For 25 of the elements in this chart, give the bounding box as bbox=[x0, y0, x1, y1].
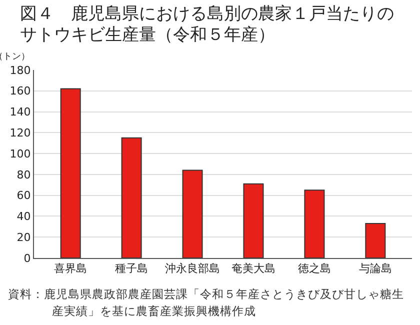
y-tick-label: 80 bbox=[16, 168, 31, 182]
y-tick-label: 120 bbox=[10, 126, 31, 140]
y-tick-label: 0 bbox=[24, 252, 31, 265]
y-tick-label: 40 bbox=[16, 210, 31, 224]
bar bbox=[243, 183, 264, 258]
bar bbox=[182, 170, 203, 258]
y-tick-label: 160 bbox=[10, 84, 31, 98]
y-tick-label: 60 bbox=[16, 189, 31, 202]
x-tick-label: 喜界島 bbox=[54, 262, 88, 276]
y-tick-label: 180 bbox=[10, 64, 31, 77]
x-tick-label: 与論島 bbox=[358, 262, 392, 276]
bar bbox=[121, 137, 142, 258]
text: 資料：鹿児島県農政部農産園芸課「令和５年産さとうきび及び甘しゃ糖生産実績」を基に農畜産業振興機構作成 bbox=[8, 286, 405, 320]
x-tick-label: 徳之島 bbox=[298, 262, 331, 276]
bar bbox=[365, 223, 386, 258]
x-tick-label: 奄美大島 bbox=[231, 262, 276, 276]
y-axis-title: （トン） bbox=[0, 52, 30, 62]
x-tick-label: 種子島 bbox=[115, 262, 148, 276]
x-tick-label: 沖永良部島 bbox=[165, 262, 220, 276]
bar bbox=[304, 190, 325, 258]
y-tick-label: 140 bbox=[10, 106, 31, 119]
y-tick-label: 100 bbox=[10, 147, 31, 160]
chart-title: 図４ 鹿児島県における島別の農家１戸当たりのサトウキビ生産量（令和５年産） bbox=[20, 4, 395, 46]
y-tick-label: 20 bbox=[16, 230, 31, 244]
bar bbox=[60, 88, 81, 258]
